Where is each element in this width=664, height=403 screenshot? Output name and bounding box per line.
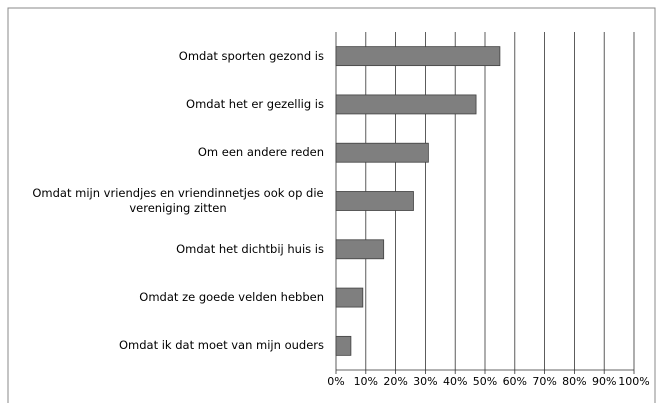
category-label-box: Omdat ze goede velden hebben <box>24 278 324 318</box>
frame <box>7 7 656 403</box>
category-label-box: Omdat het er gezellig is <box>24 84 324 124</box>
x-tick-label: 90% <box>592 375 616 388</box>
y-tick-label: Omdat het dichtbij huis is <box>176 241 324 256</box>
bar <box>335 191 414 211</box>
y-tick-label: Omdat ik dat moet van mijn ouders <box>118 338 324 353</box>
bar <box>335 239 385 260</box>
y-tick-label: Omdat ze goede velden hebben <box>139 290 324 305</box>
y-tick-label: Omdat het er gezellig is <box>186 96 324 111</box>
bar <box>335 335 352 356</box>
y-tick-label: Om een andere reden <box>197 145 324 160</box>
x-tick-label: 0% <box>327 375 344 388</box>
bar <box>335 287 364 308</box>
category-label-box: Omdat ik dat moet van mijn ouders <box>24 326 324 366</box>
category-label-box: Omdat het dichtbij huis is <box>24 229 324 269</box>
x-tick-label: 40% <box>443 375 467 388</box>
category-label-box: Omdat sporten gezond is <box>24 36 324 76</box>
x-tick-label: 50% <box>473 375 497 388</box>
x-tick-label: 10% <box>354 375 378 388</box>
bar <box>335 142 429 163</box>
bar <box>335 46 501 67</box>
x-tick-label: 30% <box>413 375 437 388</box>
y-tick-label: Omdat sporten gezond is <box>178 48 324 63</box>
category-label-box: Om een andere reden <box>24 133 324 173</box>
bar <box>335 94 477 115</box>
y-tick-label: Omdat mijn vriendjes en vriendinnetjes o… <box>32 186 324 215</box>
x-tick-label: 80% <box>562 375 586 388</box>
x-tick-label: 100% <box>618 375 649 388</box>
x-tick-label: 70% <box>532 375 556 388</box>
x-tick-label: 60% <box>503 375 527 388</box>
x-tick-label: 20% <box>383 375 407 388</box>
category-label-box: Omdat mijn vriendjes en vriendinnetjes o… <box>24 181 324 221</box>
